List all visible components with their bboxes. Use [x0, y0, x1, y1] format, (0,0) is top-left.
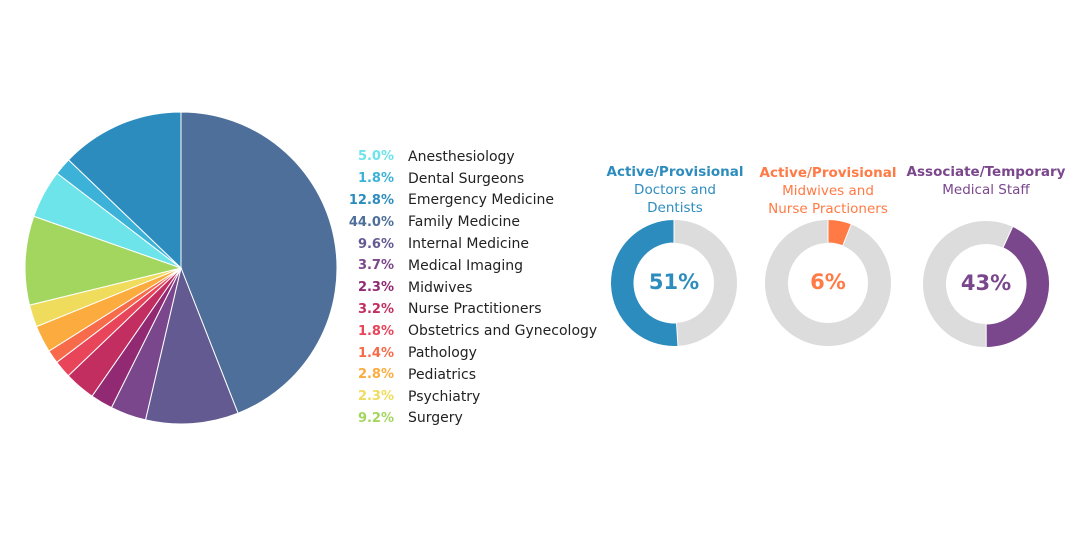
- legend-percent: 2.3%: [357, 280, 394, 296]
- legend-label: Emergency Medicine: [408, 192, 554, 209]
- legend-label: Anesthesiology: [408, 148, 515, 165]
- donut-value: 51%: [648, 270, 700, 294]
- donut-subtitle: Nurse Practioners: [768, 201, 888, 217]
- legend-percent: 1.8%: [357, 171, 394, 187]
- legend-label: Midwives: [408, 279, 473, 296]
- legend-item: 9.6% Internal Medicine: [340, 233, 597, 255]
- legend-label: Pediatrics: [408, 366, 477, 383]
- specialty-pie-chart: [24, 111, 338, 425]
- legend-label: Psychiatry: [408, 388, 481, 405]
- legend-item: 2.3% Midwives: [340, 277, 597, 299]
- legend-percent: 2.8%: [357, 367, 394, 383]
- legend-label: Obstetrics and Gynecology: [408, 323, 598, 340]
- donut-subtitle: Midwives and: [782, 183, 874, 199]
- legend-label: Dental Surgeons: [408, 170, 525, 187]
- legend-label: Medical Imaging: [408, 257, 523, 274]
- legend-label: Pathology: [408, 345, 477, 362]
- donut-subtitle: Dentists: [647, 200, 703, 216]
- pie-slice-surgery: [24, 215, 183, 306]
- pie-slice-emergency-medicine: [67, 111, 182, 270]
- donut-title: Associate/Temporary: [906, 164, 1066, 180]
- legend-percent: 1.8%: [357, 323, 394, 339]
- donut-title: Active/Provisional: [759, 165, 897, 181]
- legend-label: Family Medicine: [408, 214, 521, 231]
- pie-legend: 5.0% Anesthesiology 1.8% Dental Surgeons 12.…: [340, 146, 597, 429]
- legend-label: Internal Medicine: [408, 236, 529, 253]
- legend-item: 5.0% Anesthesiology: [340, 146, 597, 168]
- legend-item: 1.4% Pathology: [340, 342, 597, 364]
- legend-label: Nurse Practitioners: [408, 301, 542, 318]
- legend-percent: 3.7%: [357, 258, 394, 274]
- donut-value-arc: [827, 218, 853, 247]
- legend-item: 3.7% Medical Imaging: [340, 255, 597, 277]
- donut-subtitle: Doctors and: [634, 182, 716, 198]
- legend-percent: 1.4%: [357, 345, 394, 361]
- legend-percent: 44.0%: [348, 214, 394, 230]
- legend-percent: 3.2%: [357, 301, 394, 317]
- donut-value: 6%: [810, 270, 846, 294]
- donut-value: 43%: [960, 271, 1012, 295]
- legend-item: 1.8% Dental Surgeons: [340, 168, 597, 190]
- legend-item: 2.8% Pediatrics: [340, 364, 597, 386]
- legend-item: 2.3% Psychiatry: [340, 386, 597, 408]
- legend-percent: 5.0%: [357, 149, 394, 165]
- legend-percent: 2.3%: [357, 389, 394, 405]
- legend-label: Surgery: [408, 410, 463, 427]
- legend-item: 9.2% Surgery: [340, 408, 597, 430]
- legend-percent: 9.2%: [357, 410, 394, 426]
- donut-subtitle: Medical Staff: [942, 182, 1030, 198]
- donut-title: Active/Provisional: [606, 164, 744, 180]
- donut-doctors-dentists: Active/Provisional Doctors and Dentists: [590, 163, 760, 217]
- legend-item: 1.8% Obstetrics and Gynecology: [340, 320, 597, 342]
- donut-associate-temporary: Associate/Temporary Medical Staff: [901, 163, 1071, 199]
- legend-percent: 12.8%: [348, 192, 394, 208]
- pie-slice-family-medicine: [180, 111, 338, 414]
- legend-percent: 9.6%: [357, 236, 394, 252]
- legend-item: 3.2% Nurse Practitioners: [340, 299, 597, 321]
- pie-slice-internal-medicine: [144, 266, 239, 425]
- legend-item: 44.0% Family Medicine: [340, 211, 597, 233]
- legend-item: 12.8% Emergency Medicine: [340, 190, 597, 212]
- donut-midwives-np: Active/Provisional Midwives and Nurse Pr…: [743, 164, 913, 218]
